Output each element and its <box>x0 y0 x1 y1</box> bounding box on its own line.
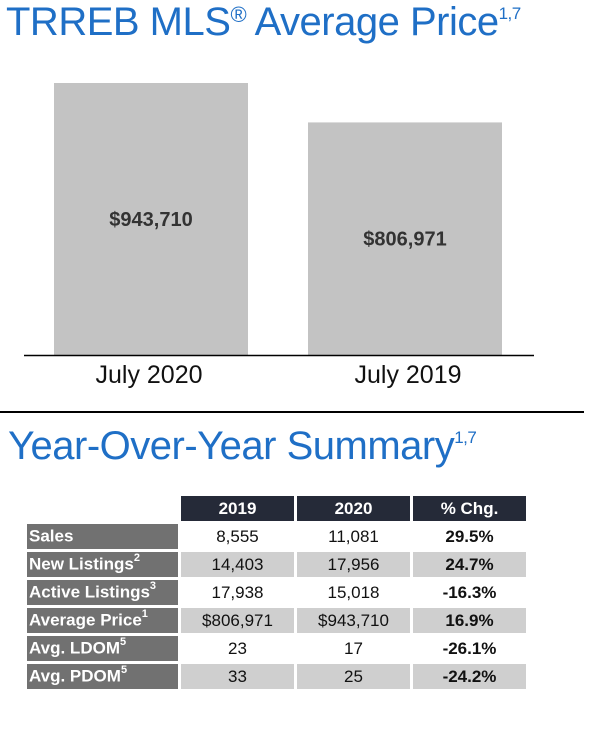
bar-july-2019 <box>308 122 502 355</box>
pct-change: -26.1% <box>413 636 526 661</box>
row-label: Avg. LDOM5 <box>27 636 178 661</box>
category-label: July 2020 <box>95 361 202 389</box>
summary-row-active-listings: Active Listings3 17,938 15,018 -16.3% <box>27 580 526 605</box>
column-header-2019: 2019 <box>181 496 294 521</box>
summary-row-sales: Sales 8,555 11,081 29.5% <box>27 524 526 549</box>
column-header-pct-change: % Chg. <box>413 496 526 521</box>
value-2019: 23 <box>181 636 294 661</box>
summary-row-avg-pdom: Avg. PDOM5 33 25 -24.2% <box>27 664 526 689</box>
chart-title: TRREB MLS® Average Price1,7 <box>6 0 521 44</box>
bar-value-label: $943,710 <box>109 209 192 231</box>
value-2019: 14,403 <box>181 552 294 577</box>
value-2020: 15,018 <box>297 580 410 605</box>
row-label: New Listings2 <box>27 552 178 577</box>
row-label: Average Price1 <box>27 608 178 633</box>
bar-value-label: $806,971 <box>363 229 446 251</box>
summary-row-avg-ldom: Avg. LDOM5 23 17 -26.1% <box>27 636 526 661</box>
row-label: Sales <box>27 524 178 549</box>
section-divider <box>0 411 584 413</box>
summary-row-average-price: Average Price1 $806,971 $943,710 16.9% <box>27 608 526 633</box>
value-2019: $806,971 <box>181 608 294 633</box>
header-blank-cell <box>27 496 178 521</box>
column-header-2020: 2020 <box>297 496 410 521</box>
summary-header-row: 2019 2020 % Chg. <box>27 496 526 521</box>
summary-title: Year-Over-Year Summary1,7 <box>8 424 477 468</box>
value-2020: 25 <box>297 664 410 689</box>
row-label: Avg. PDOM5 <box>27 664 178 689</box>
pct-change: 24.7% <box>413 552 526 577</box>
value-2020: 17 <box>297 636 410 661</box>
value-2019: 8,555 <box>181 524 294 549</box>
category-label: July 2019 <box>354 361 461 389</box>
value-2020: 11,081 <box>297 524 410 549</box>
bar-july-2020 <box>54 83 248 355</box>
pct-change: -16.3% <box>413 580 526 605</box>
value-2019: 33 <box>181 664 294 689</box>
pct-change: 29.5% <box>413 524 526 549</box>
value-2019: 17,938 <box>181 580 294 605</box>
pct-change: -24.2% <box>413 664 526 689</box>
average-price-bar-chart: $943,710 July 2020 $806,971 July 2019 <box>24 83 534 389</box>
value-2020: 17,956 <box>297 552 410 577</box>
row-label: Active Listings3 <box>27 580 178 605</box>
summary-table: 2019 2020 % Chg. Sales 8,555 11,081 29.5% Ne… <box>24 493 529 692</box>
value-2020: $943,710 <box>297 608 410 633</box>
summary-row-new-listings: New Listings2 14,403 17,956 24.7% <box>27 552 526 577</box>
pct-change: 16.9% <box>413 608 526 633</box>
